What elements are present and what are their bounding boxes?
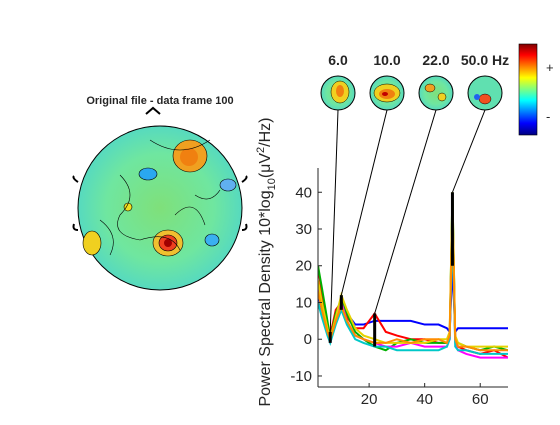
y-tick-label: 30 [295, 221, 312, 238]
overlay: 6.0 10.0 22.0 50.0 Hz [328, 52, 509, 347]
colorbar [518, 43, 538, 136]
frequency-label: 50.0 Hz [461, 52, 509, 68]
frequency-label: 22.0 [422, 52, 449, 68]
x-tick-label: 20 [361, 391, 378, 408]
series-line [318, 228, 508, 355]
y-tick-label: -10 [290, 368, 312, 385]
y-tick-label: 10 [295, 294, 312, 311]
x-tick-label: 60 [472, 391, 489, 408]
topo-title: Original file - data frame 100 [86, 95, 233, 107]
x-tick-label: 40 [416, 391, 433, 408]
colorbar-label: + [546, 60, 554, 75]
frequency-connector [329, 109, 339, 332]
y-tick-label: 20 [295, 258, 312, 275]
frequency-label: 10.0 [373, 52, 400, 68]
plot-area [318, 192, 508, 359]
colorbar-label: - [546, 109, 550, 124]
small-topoplots [320, 75, 503, 111]
frequency-connector [374, 109, 437, 314]
y-tick-label: 0 [304, 331, 312, 348]
y-tick-label: 40 [295, 184, 312, 201]
y-axis-label: Power Spectral Density 10*log10(μV2/Hz) [255, 117, 278, 406]
series-line [318, 210, 508, 352]
series-line [318, 199, 508, 359]
topoplot [72, 106, 248, 291]
series-line [318, 192, 508, 352]
frequency-connector [340, 109, 388, 296]
series-line [318, 206, 508, 359]
frequency-label: 6.0 [328, 52, 348, 68]
frequency-connector [451, 109, 486, 193]
